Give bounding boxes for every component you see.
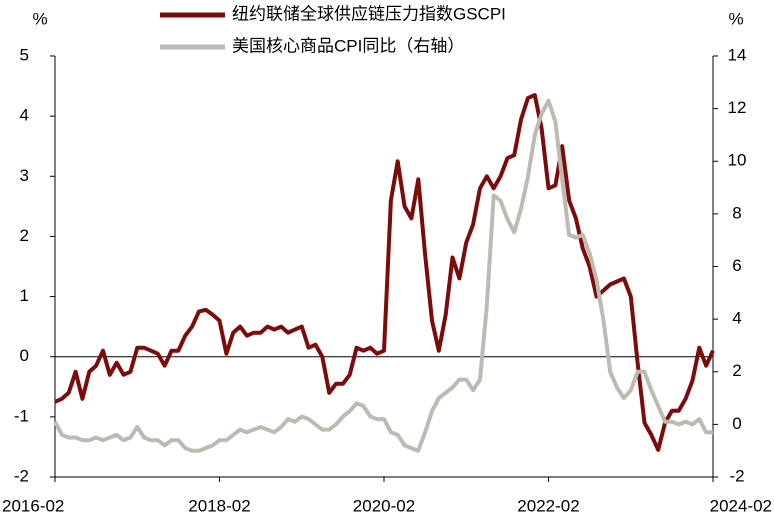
y-tick-label: -1	[14, 406, 29, 425]
y2-tick-label: 4	[732, 309, 741, 328]
y2-tick-label: 2	[732, 361, 741, 380]
y-tick-label: 3	[20, 166, 29, 185]
series-line	[54, 93, 715, 452]
y-tick-label: 2	[20, 226, 29, 245]
x-tick-label: 2020-02	[353, 496, 415, 515]
y2-tick-label: -2	[729, 466, 744, 485]
y2-tick-label: 0	[732, 414, 741, 433]
x-tick-label: 2022-02	[517, 496, 579, 515]
x-tick-label: 2018-02	[188, 496, 250, 515]
y-tick-label: 1	[20, 286, 29, 305]
y-tick-label: -2	[14, 466, 29, 485]
series-line	[53, 98, 713, 453]
y2-tick-label: 10	[728, 151, 747, 170]
y2-tick-label: 6	[732, 256, 741, 275]
y2-tick-label: 12	[728, 98, 747, 117]
y2-tick-label: 8	[732, 203, 741, 222]
legend-label: 纽约联储全球供应链压力指数GSCPI	[232, 4, 506, 23]
y2-tick-label: 14	[728, 45, 747, 64]
y-tick-label: 0	[20, 346, 29, 365]
y-unit: %	[32, 9, 47, 28]
y-tick-label: 5	[20, 45, 29, 64]
x-tick-label: 2016-02	[2, 496, 64, 515]
y2-unit: %	[728, 9, 743, 28]
legend-label: 美国核心商品CPI同比（右轴）	[232, 36, 464, 55]
x-tick-label: 2024-02	[710, 496, 772, 515]
y-tick-label: 4	[20, 106, 29, 125]
